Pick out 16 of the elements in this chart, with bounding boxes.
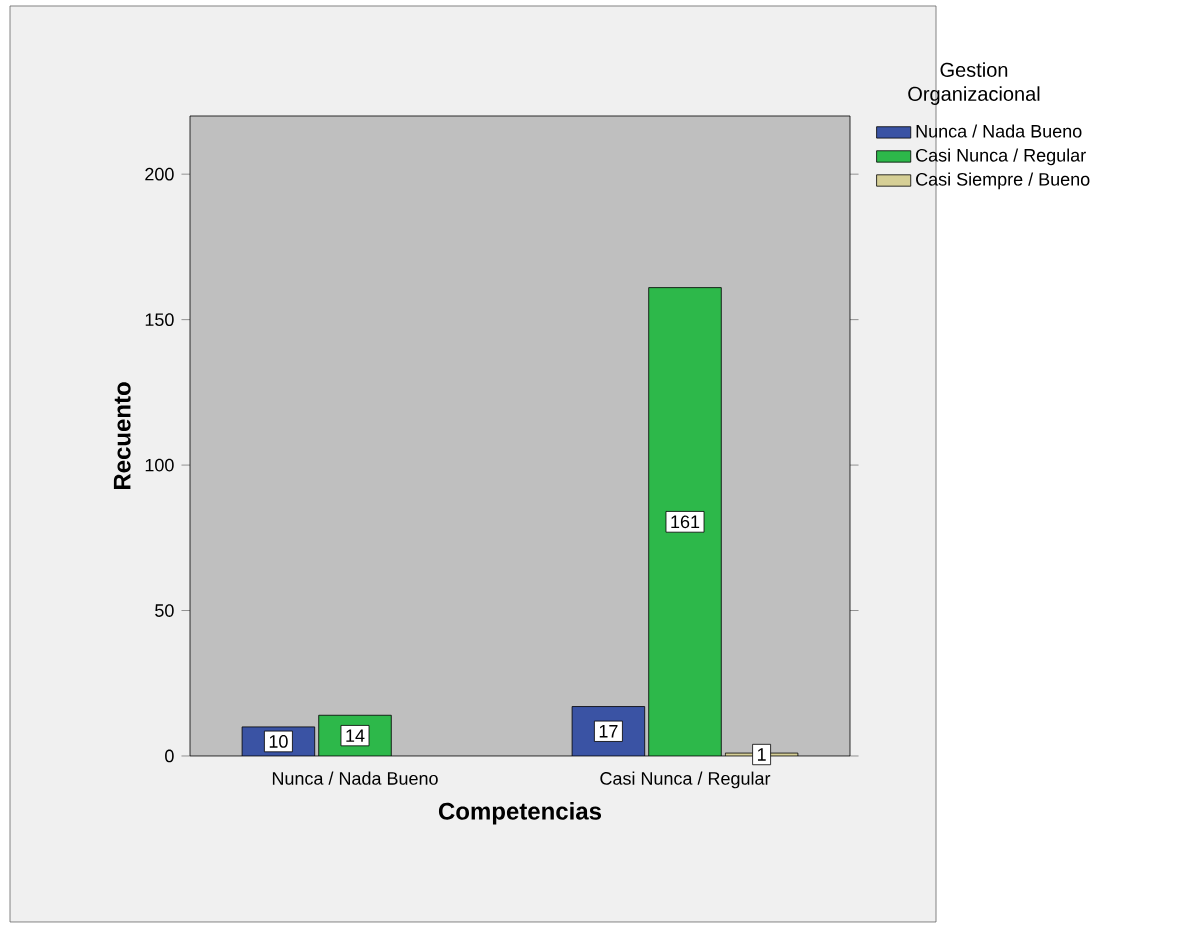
legend-label: Casi Siempre / Bueno [916, 172, 1090, 190]
data-label: 10 [269, 735, 288, 748]
data-label: 1 [757, 748, 766, 761]
y-tick-label: 200 [145, 167, 174, 181]
legend-label: Nunca / Nada Bueno [916, 124, 1082, 138]
x-axis-title: Competencias [438, 802, 602, 825]
data-label: 14 [346, 729, 365, 742]
y-axis-title: Recuento [113, 382, 131, 490]
y-tick-label: 0 [165, 749, 174, 763]
data-label: 17 [599, 725, 618, 738]
y-tick-label: 100 [145, 458, 174, 472]
legend-title: Gestion Organizacional [908, 62, 1040, 105]
legend-label: Casi Nunca / Regular [916, 148, 1086, 166]
y-tick-label: 150 [145, 313, 174, 327]
data-label: 161 [671, 515, 700, 529]
y-tick-label: 50 [155, 604, 174, 617]
